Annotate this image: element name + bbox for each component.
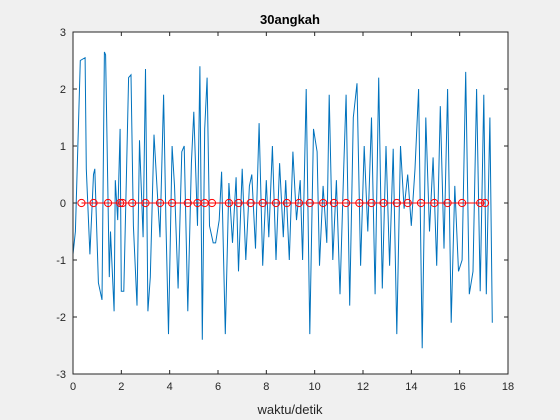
zero-crossing-marker: [403, 198, 412, 208]
x-tick-label: 0: [70, 381, 76, 393]
chart-title: 30angkah: [260, 12, 320, 27]
zero-crossing-marker: [319, 198, 328, 208]
zero-crossing-marker: [103, 198, 113, 208]
zero-crossing-marker: [77, 198, 86, 208]
zero-crossing-marker: [367, 198, 376, 208]
zero-crossing-marker: [207, 198, 217, 208]
y-tick-label: 1: [60, 141, 66, 153]
x-tick-label: 12: [357, 381, 369, 393]
zero-crossing-marker: [329, 198, 339, 208]
zero-crossing-marker: [443, 198, 452, 208]
zero-crossing-marker: [116, 198, 125, 208]
y-tick-label: 3: [60, 27, 66, 39]
x-tick-label: 16: [454, 381, 466, 393]
marker-layer: [77, 198, 490, 208]
zero-crossing-marker: [392, 198, 401, 208]
x-axis-label: waktu/detik: [256, 402, 323, 417]
x-tick-label: 14: [405, 381, 417, 393]
zero-crossing-marker: [234, 198, 243, 208]
zero-crossing-marker: [183, 198, 192, 208]
zero-crossing-marker: [155, 198, 165, 208]
y-tick-label: 0: [60, 198, 66, 210]
y-axis-ticks: -3 -2 -1 0 1 2 3: [56, 27, 508, 381]
signal-series-line: [72, 51, 493, 349]
y-tick-label: 2: [60, 84, 66, 96]
zero-crossing-marker: [430, 198, 439, 208]
zero-crossing-marker: [89, 198, 98, 208]
y-tick-label: -2: [56, 312, 66, 324]
zero-crossing-marker: [224, 198, 233, 208]
zero-crossing-marker: [271, 198, 281, 208]
zero-crossing-marker: [167, 198, 177, 208]
signal-line-layer: [72, 51, 493, 349]
x-tick-label: 6: [215, 381, 221, 393]
zero-crossing-marker: [258, 198, 267, 208]
zero-crossing-marker: [379, 198, 388, 208]
zero-crossing-marker: [416, 198, 426, 208]
x-tick-label: 8: [263, 381, 269, 393]
zero-crossing-marker: [118, 198, 127, 208]
x-tick-label: 10: [309, 381, 321, 393]
zero-crossing-marker: [355, 198, 364, 208]
zero-crossing-marker: [282, 198, 291, 208]
x-tick-label: 2: [118, 381, 124, 393]
zero-crossing-marker: [457, 198, 467, 208]
zero-crossing-marker: [128, 198, 137, 208]
zero-crossing-marker: [341, 198, 351, 208]
x-tick-label: 18: [502, 381, 514, 393]
y-tick-label: -1: [56, 255, 66, 267]
zero-crossing-marker: [246, 198, 255, 208]
zero-crossing-marker: [305, 198, 314, 208]
x-tick-label: 4: [167, 381, 173, 393]
zero-crossing-marker: [294, 198, 304, 208]
zero-crossing-marker: [480, 198, 490, 208]
x-axis-ticks: 0 2 4 6 8 10 12 14 16 18: [70, 32, 514, 393]
zero-crossing-marker: [141, 198, 150, 208]
y-tick-label: -3: [56, 369, 66, 381]
zero-crossing-marker: [476, 198, 485, 208]
